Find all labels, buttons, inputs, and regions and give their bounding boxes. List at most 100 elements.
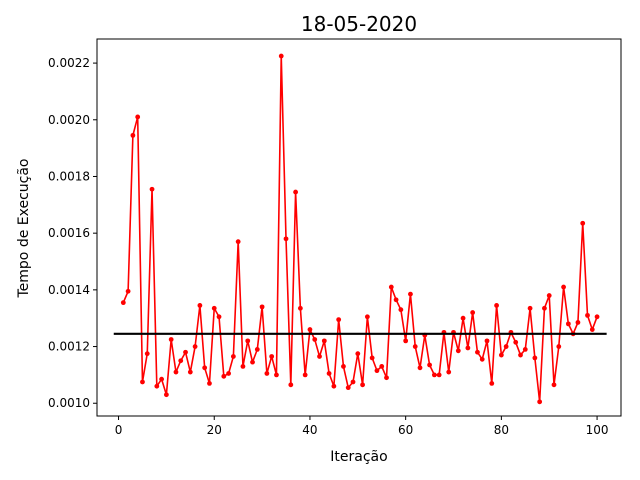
series-1-point	[350, 379, 356, 385]
series-1-point	[178, 358, 184, 364]
series-1-point	[403, 338, 409, 344]
series-1-point	[594, 314, 600, 320]
series-1-point	[163, 392, 169, 398]
series-1-point	[369, 355, 375, 361]
series-1-point	[216, 314, 222, 320]
plot-frame	[96, 38, 622, 417]
series-1-point	[427, 362, 432, 368]
series-1-point	[489, 381, 495, 386]
series-1-point	[345, 385, 351, 391]
series-1-point	[159, 376, 165, 382]
series-1-point	[546, 293, 552, 298]
series-1-point	[537, 399, 543, 405]
series-1-point	[259, 304, 265, 310]
series-1-point	[585, 312, 590, 318]
series-1-point	[168, 337, 174, 342]
series-1-point	[475, 349, 480, 355]
series-1-point	[518, 352, 523, 358]
x-axis-label: Iteração	[330, 449, 387, 465]
series-1-point	[326, 371, 332, 376]
series-1-point	[465, 345, 471, 351]
y-tick-label: 0.0014	[48, 283, 90, 297]
series-1-point	[589, 327, 595, 332]
x-tick-label: 100	[586, 423, 609, 437]
series-1-point	[503, 344, 509, 349]
series-1-point	[494, 303, 499, 308]
series-1-point	[130, 132, 136, 138]
series-1-point	[144, 351, 150, 357]
series-1-point	[364, 314, 370, 320]
series-1-point	[575, 320, 581, 325]
series-1-point	[484, 338, 490, 344]
x-axis: 0 20 40 60 80 100	[115, 416, 609, 437]
series-1-point	[460, 315, 466, 321]
series-1-point	[561, 284, 566, 290]
series-1-point	[307, 327, 313, 332]
series-1-point	[412, 344, 418, 349]
series-1-point	[393, 297, 399, 303]
series-1-point	[355, 351, 361, 357]
series-1-point	[192, 344, 198, 349]
y-axis: 0.0010 0.0012 0.0014 0.0016 0.0018 0.0020 0.00…	[48, 56, 97, 410]
x-tick-label: 20	[207, 423, 222, 437]
series-1-point	[580, 220, 586, 226]
x-tick-label: 0	[115, 423, 123, 437]
series-1-line	[122, 55, 598, 403]
series-1-point	[274, 372, 279, 378]
series-1-point	[120, 300, 126, 306]
series-1-point	[455, 348, 461, 354]
series-1-point	[230, 354, 236, 359]
series-1-point	[360, 382, 365, 388]
series-1-point	[235, 239, 241, 245]
y-tick-label: 0.0018	[48, 169, 90, 183]
series-1-point	[498, 352, 504, 358]
series-1-point	[317, 354, 322, 359]
series-1-point	[565, 321, 571, 327]
series-1-point	[288, 382, 294, 388]
series-1-point	[431, 372, 437, 378]
series-1-point	[264, 371, 270, 376]
plot-area	[113, 53, 607, 405]
series-1-point	[293, 189, 298, 195]
series-1-point	[417, 365, 423, 371]
series-1-point	[154, 383, 160, 389]
series-1-point	[187, 369, 193, 375]
y-tick-label: 0.0012	[48, 340, 90, 354]
series-1-point	[408, 291, 413, 297]
series-1-point	[336, 317, 342, 323]
series-1-point	[436, 372, 442, 378]
series-1-point	[226, 371, 232, 376]
series-1-point	[197, 303, 203, 308]
series-1-point	[384, 375, 389, 381]
series-1-point	[527, 305, 533, 311]
series-1-point	[140, 379, 145, 385]
series-1-point	[532, 355, 538, 361]
series-1-point	[388, 284, 394, 290]
y-tick-label: 0.0020	[48, 113, 90, 127]
series-1-point	[283, 236, 289, 242]
series-1-point	[250, 359, 255, 365]
series-1-point	[556, 344, 562, 349]
y-tick-label: 0.0016	[48, 226, 90, 240]
series-1-point	[379, 363, 385, 369]
series-1-point	[398, 307, 404, 313]
series-1-point	[202, 365, 208, 371]
series-1-point	[321, 338, 327, 344]
series-1-point	[341, 363, 346, 369]
series-1-point	[240, 363, 246, 369]
series-1-point	[183, 349, 188, 355]
y-axis-label: Tempo de Execução	[16, 158, 32, 298]
series-1-point	[302, 372, 308, 378]
series-1-point	[542, 305, 547, 311]
series-1-point	[374, 368, 380, 374]
series-1-point	[331, 383, 337, 389]
series-1-point	[173, 369, 179, 375]
series-1-point	[312, 337, 318, 342]
series-1-point	[254, 346, 260, 352]
chart-title: 18-05-2020	[301, 12, 417, 36]
series-1-point	[297, 305, 303, 311]
y-tick-label: 0.0010	[48, 396, 90, 410]
series-1-point	[470, 310, 476, 315]
series-1-point	[207, 381, 212, 386]
series-1-point	[125, 288, 131, 294]
